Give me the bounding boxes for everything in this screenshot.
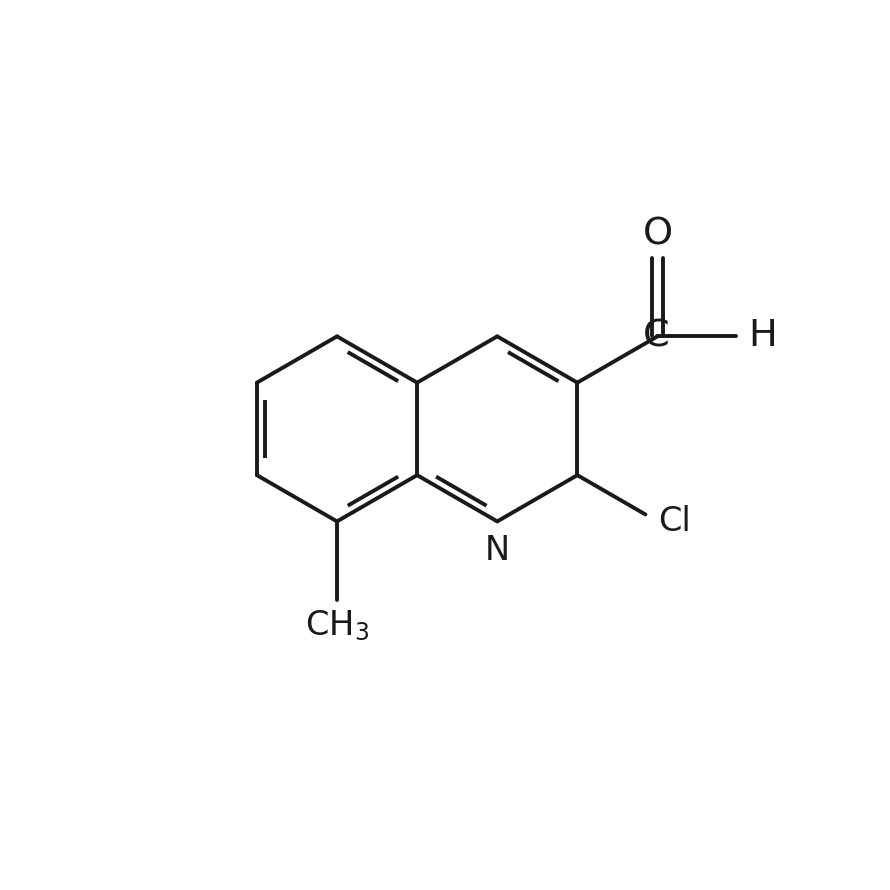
Text: O: O bbox=[643, 217, 673, 253]
Text: Cl: Cl bbox=[658, 505, 691, 538]
Text: C: C bbox=[643, 319, 669, 354]
Text: CH$_3$: CH$_3$ bbox=[305, 608, 369, 643]
Text: H: H bbox=[748, 319, 777, 354]
Text: N: N bbox=[485, 534, 510, 567]
